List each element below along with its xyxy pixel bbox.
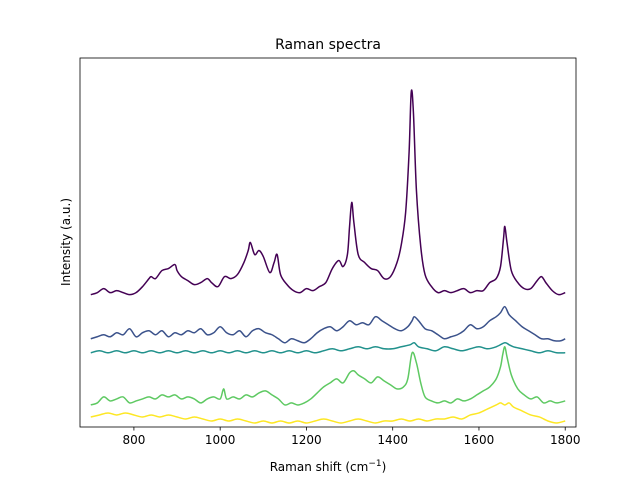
series-layer [90, 89, 566, 424]
spectrum-line-3 [90, 341, 566, 354]
chart-title: Raman spectra [275, 37, 381, 53]
x-axis-label-superscript: −1 [368, 459, 381, 469]
x-axis-label-suffix: ) [382, 460, 387, 474]
spectrum-line-5 [90, 402, 566, 424]
spectrum-line-1 [90, 89, 566, 296]
x-axis-label: Raman shift (cm−1) [270, 459, 387, 474]
x-tick-label-1200: 1200 [291, 433, 322, 447]
x-tick-label-1800: 1800 [550, 433, 581, 447]
x-tick-label-1000: 1000 [205, 433, 236, 447]
plot-frame [79, 57, 577, 428]
x-tick-label-1400: 1400 [377, 433, 408, 447]
y-axis-label: Intensity (a.u.) [59, 198, 73, 286]
spectrum-line-2 [90, 305, 566, 344]
x-tick-label-800: 800 [122, 433, 145, 447]
x-tick-label-1600: 1600 [464, 433, 495, 447]
x-axis-label-main: Raman shift (cm [270, 460, 369, 474]
x-axis-ticks: 800 1000 1200 1400 1600 1800 [122, 427, 580, 447]
spectrum-line-4 [90, 346, 566, 406]
